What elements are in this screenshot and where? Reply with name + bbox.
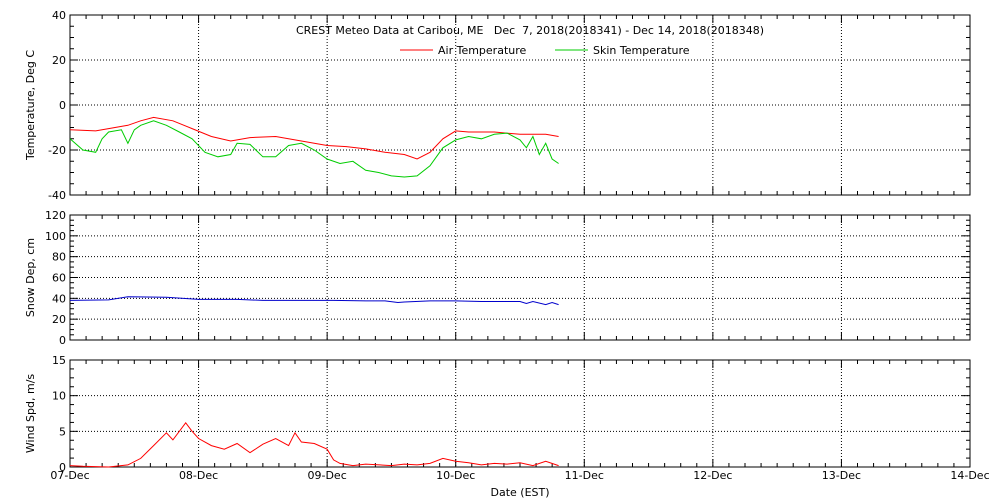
x-tick-label: 08-Dec <box>179 469 218 482</box>
series-line-wind-0 <box>69 421 559 468</box>
x-tick-label: 13-Dec <box>822 469 861 482</box>
x-tick-label: 14-Dec <box>950 469 989 482</box>
y-tick-label: -40 <box>48 189 66 202</box>
y-tick-label: -20 <box>48 144 66 157</box>
y-tick-label: 60 <box>52 272 66 285</box>
x-tick-label: 11-Dec <box>565 469 604 482</box>
y-tick-label: 0 <box>59 334 66 347</box>
x-tick-label: 09-Dec <box>308 469 347 482</box>
y-tick-label: 80 <box>52 251 66 264</box>
y-tick-label: 120 <box>45 209 66 222</box>
y-axis-label: Wind Spd, m/s <box>24 374 37 454</box>
y-axis-label: Temperature, Deg C <box>24 50 37 161</box>
series-line-temperature-0 <box>69 116 559 160</box>
y-tick-label: 5 <box>59 425 66 438</box>
panel-frame-wind <box>69 359 971 468</box>
y-tick-label: 20 <box>52 313 66 326</box>
y-tick-label: 40 <box>52 9 66 22</box>
x-axis-label: Date (EST) <box>490 486 549 499</box>
series-line-snow-0 <box>69 296 559 306</box>
series-line-temperature-1 <box>69 120 559 178</box>
y-tick-label: 10 <box>52 390 66 403</box>
y-axis-label: Snow Dep, cm <box>24 238 37 317</box>
y-tick-label: 20 <box>52 54 66 67</box>
y-tick-label: 100 <box>45 230 66 243</box>
chart-title: CREST Meteo Data at Caribou, ME Dec 7, 2… <box>296 24 764 37</box>
y-tick-label: 40 <box>52 292 66 305</box>
y-tick-label: 0 <box>59 99 66 112</box>
x-tick-label: 10-Dec <box>436 469 475 482</box>
x-tick-label: 07-Dec <box>50 469 89 482</box>
legend-entry: Air Temperature <box>438 44 527 57</box>
y-tick-label: 0 <box>59 461 66 474</box>
legend-entry: Skin Temperature <box>593 44 690 57</box>
x-tick-label: 12-Dec <box>693 469 732 482</box>
y-tick-label: 15 <box>52 354 66 367</box>
